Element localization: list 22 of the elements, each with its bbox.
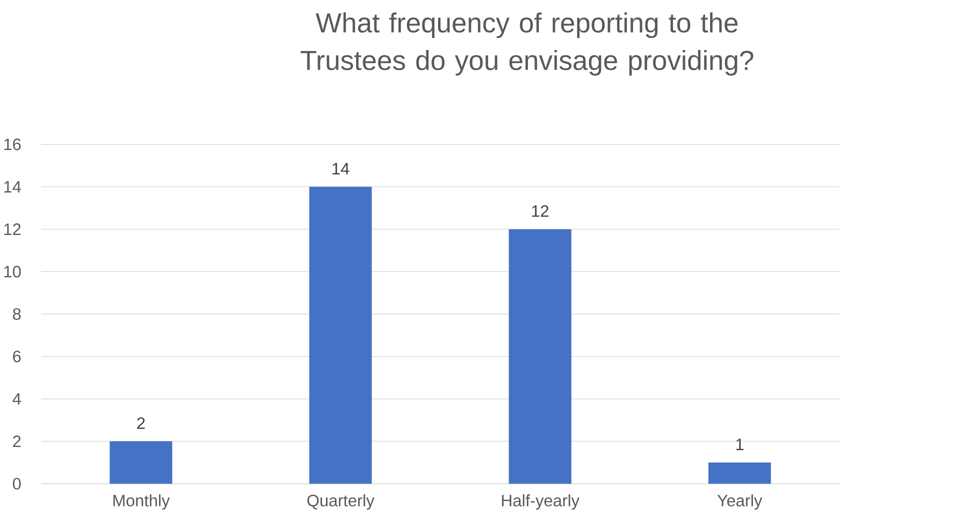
data-label: 2 <box>137 417 145 430</box>
x-tick-label: Quarterly <box>307 494 374 510</box>
bar <box>110 441 172 484</box>
y-tick-label: 4 <box>12 393 21 405</box>
x-tick-label: Yearly <box>717 494 762 510</box>
chart-title: What frequency of reporting to the Trustees do you envisage providing? <box>300 12 754 76</box>
y-tick-label: 0 <box>12 478 21 490</box>
data-label: 1 <box>736 438 744 450</box>
y-tick-label: 10 <box>4 266 21 278</box>
y-tick-label: 16 <box>4 138 21 150</box>
bar <box>708 462 771 484</box>
data-label: 12 <box>532 205 548 217</box>
data-label: 14 <box>332 163 350 175</box>
bar <box>309 186 372 484</box>
bar <box>508 229 572 484</box>
y-tick-label: 2 <box>13 436 21 448</box>
y-tick-label: 8 <box>12 308 21 320</box>
x-tick-label: Half-yearly <box>502 494 580 510</box>
y-tick-label: 6 <box>13 350 21 362</box>
y-tick-label: 12 <box>4 224 21 236</box>
y-tick-label: 14 <box>4 181 21 193</box>
x-tick-label: Monthly <box>113 494 170 510</box>
